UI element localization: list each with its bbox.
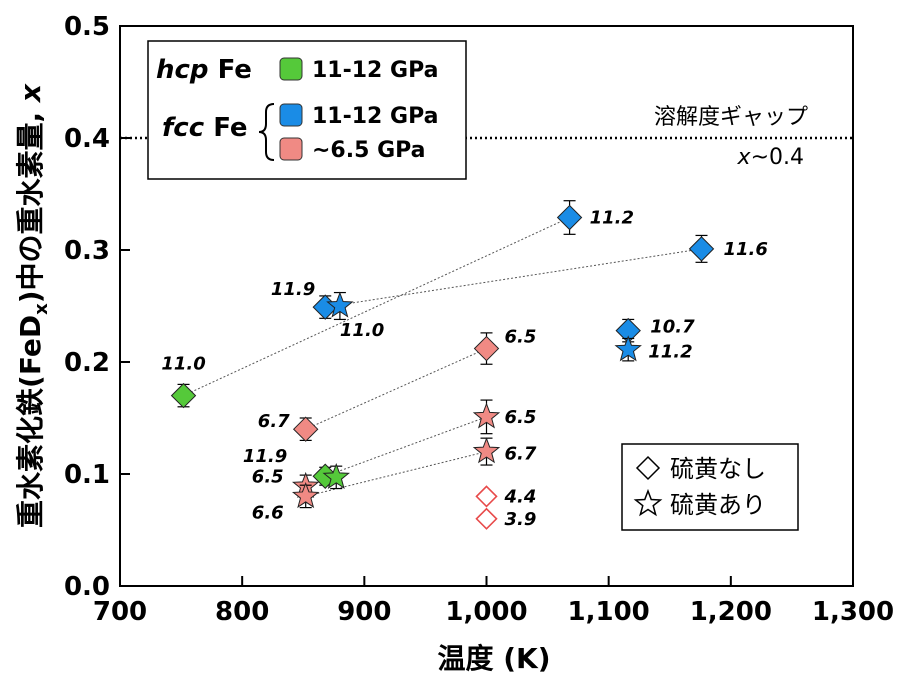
pressure-label: 6.6 [252, 502, 284, 523]
solubility-gap-sublabel: x~0.4 [737, 145, 804, 170]
data-point-star [326, 291, 354, 318]
data-point-diamond [688, 236, 715, 262]
data-point-diamond [473, 335, 500, 362]
pressure-label: 11.2 [590, 208, 634, 229]
connector-line [183, 217, 570, 397]
data-point-diamond [556, 204, 583, 231]
x-tick-label: 1,100 [568, 597, 650, 627]
pressure-label: 11.6 [724, 239, 768, 260]
pressure-label: 4.4 [504, 486, 537, 507]
legend: hcp Fe 11-12 GPa fcc Fe 11-12 GPa ~6.5 G… [147, 40, 467, 180]
data-point-star [291, 481, 320, 509]
pressure-label: 11.9 [271, 279, 315, 300]
y-tick-label: 0.2 [64, 348, 110, 378]
data-point-diamond [170, 382, 197, 409]
legend-fcc-high-label: 11-12 GPa [312, 104, 438, 129]
marker-legend: 硫黄なし 硫黄あり [621, 443, 799, 531]
marker-legend-box [621, 443, 799, 531]
y-axis-title: 重水素化鉄(FeDx)中の重水素量, x [14, 83, 52, 528]
pressure-label: 11.9 [243, 446, 287, 467]
legend-hcp-title: hcp Fe [156, 55, 252, 85]
marker-legend-diamond-label: 硫黄なし [670, 455, 766, 483]
x-tick-label: 800 [215, 597, 269, 627]
pressure-label: 6.5 [252, 466, 284, 487]
data-point-open-diamond [475, 485, 498, 508]
marker-legend-star-label: 硫黄あり [670, 491, 766, 519]
legend-swatch-fcc-high [279, 103, 303, 127]
x-axis-title: 温度 (K) [437, 642, 550, 675]
connector-lines [183, 217, 702, 497]
y-tick-label: 0.3 [64, 236, 110, 266]
x-tick-label: 1,300 [812, 597, 894, 627]
connector-line [325, 416, 487, 477]
pressure-label: 3.9 [505, 509, 537, 530]
x-tick-label: 1,000 [445, 597, 527, 627]
legend-fcc-low-label: ~6.5 GPa [312, 138, 426, 163]
data-point-star [472, 437, 501, 464]
pressure-label: 11.0 [161, 354, 205, 375]
data-point-star [614, 335, 642, 362]
pressure-label: 11.0 [340, 320, 384, 341]
pressure-label: 11.2 [648, 342, 692, 363]
data-point-diamond [292, 416, 319, 442]
y-tick-label: 0.4 [64, 124, 110, 154]
y-tick-label: 0.0 [64, 572, 110, 602]
legend-hcp-label: 11-12 GPa [312, 58, 438, 83]
legend-fcc-title: fcc Fe [162, 113, 248, 143]
marker-legend-star-icon [633, 488, 663, 517]
data-point-open-diamond [475, 507, 498, 530]
y-tick-label: 0.5 [64, 12, 110, 42]
x-tick-label: 900 [337, 597, 391, 627]
pressure-label: 10.7 [650, 317, 695, 338]
legend-fcc-brace [258, 103, 275, 161]
pressure-label: 6.7 [505, 444, 537, 465]
marker-legend-diamond-icon [635, 455, 661, 481]
legend-swatch-hcp [279, 57, 303, 81]
data-point-star [322, 462, 350, 490]
x-tick-label: 1,200 [690, 597, 772, 627]
y-tick-label: 0.1 [64, 460, 110, 490]
pressure-label: 6.5 [505, 407, 537, 428]
solubility-gap-label: 溶解度ギャップ [654, 105, 808, 130]
x-tick-label: 700 [93, 597, 147, 627]
connector-line [325, 248, 702, 308]
connector-line [305, 451, 487, 497]
data-point-star [472, 402, 501, 429]
axis-tick-labels: 700 800 900 1,000 1,100 1,200 1,300 0.0 0.1 0.2 0.… [64, 12, 894, 627]
pressure-label: 6.5 [505, 327, 537, 348]
connector-line [305, 348, 487, 430]
pressure-label: 6.7 [258, 411, 290, 432]
data-points [170, 200, 715, 530]
legend-swatch-fcc-low [279, 137, 303, 161]
legend-box [147, 40, 467, 180]
pressure-labels: 11.0 11.9 11.9 11.0 11.2 11.6 10.7 11.2 6.7 6.5 6.… [161, 208, 768, 530]
